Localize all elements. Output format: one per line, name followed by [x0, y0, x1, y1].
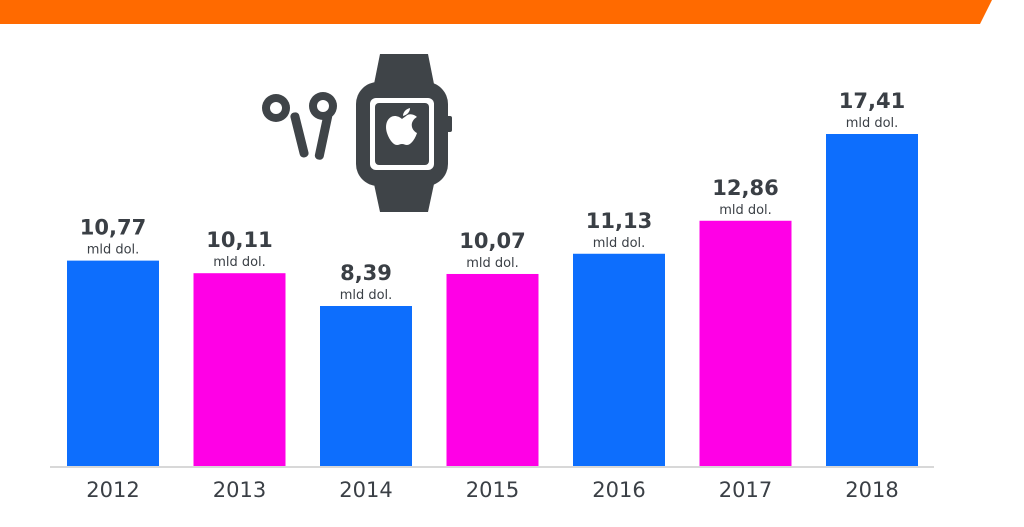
x-tick-label-2013: 2013 — [213, 478, 266, 502]
x-tick-label-2016: 2016 — [592, 478, 645, 502]
x-tick-label-2015: 2015 — [466, 478, 519, 502]
bar-2017 — [699, 220, 792, 466]
bars-group — [67, 134, 918, 466]
unit-label-2015: mld dol. — [466, 256, 519, 271]
value-label-2016: 11,13 — [586, 209, 652, 233]
unit-label-2016: mld dol. — [593, 236, 646, 251]
apple-logo-icon — [386, 108, 417, 145]
value-label-2014: 8,39 — [340, 261, 392, 285]
bar-2012 — [67, 260, 159, 466]
smartwatch-icon — [356, 54, 452, 212]
bar-2015 — [446, 273, 539, 466]
earbuds-icon — [262, 92, 337, 160]
value-label-2015: 10,07 — [459, 229, 525, 253]
bar-2013 — [193, 273, 286, 466]
x-tick-label-2014: 2014 — [339, 478, 392, 502]
x-tick-label-2018: 2018 — [845, 478, 898, 502]
labels-group: 10,77 mld dol. 2012 10,11 mld dol. 2013 8,39 ml… — [80, 89, 905, 502]
value-label-2012: 10,77 — [80, 216, 146, 240]
unit-label-2014: mld dol. — [340, 288, 393, 303]
x-tick-label-2017: 2017 — [719, 478, 772, 502]
value-label-2018: 17,41 — [839, 89, 905, 113]
header-band — [0, 0, 992, 24]
unit-label-2013: mld dol. — [213, 255, 266, 270]
unit-label-2017: mld dol. — [719, 203, 772, 218]
x-tick-label-2012: 2012 — [86, 478, 139, 502]
value-label-2013: 10,11 — [206, 228, 272, 252]
bar-2016 — [573, 253, 665, 466]
value-label-2017: 12,86 — [712, 176, 778, 200]
bar-2018 — [826, 134, 918, 466]
bar-2014 — [320, 306, 412, 466]
unit-label-2012: mld dol. — [87, 243, 140, 258]
unit-label-2018: mld dol. — [846, 116, 899, 131]
